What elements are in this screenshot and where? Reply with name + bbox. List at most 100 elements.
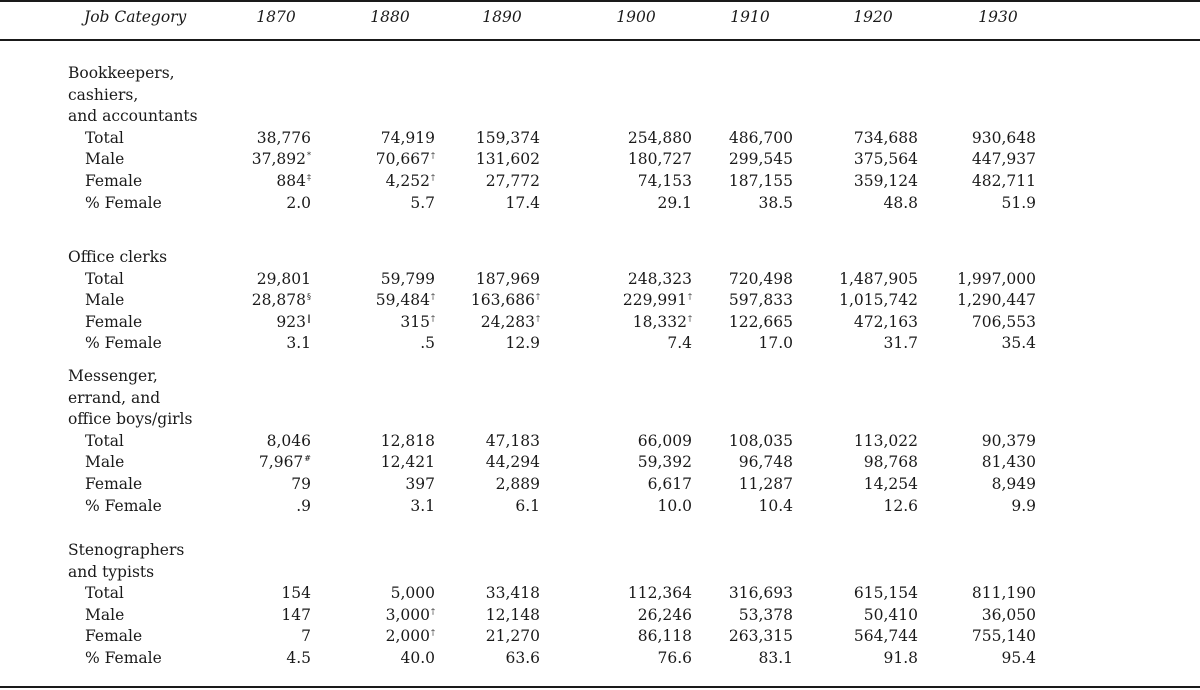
table-cell: 229,991† bbox=[623, 290, 692, 311]
table-cell: 7 bbox=[301, 626, 311, 647]
table-cell: 29.1 bbox=[657, 193, 692, 214]
table-cell: 930,648 bbox=[972, 128, 1036, 149]
footnote-mark: † bbox=[431, 292, 435, 302]
cell-value: 108,035 bbox=[728, 431, 793, 450]
footnote-mark: † bbox=[431, 313, 435, 323]
cell-value: 930,648 bbox=[971, 128, 1036, 147]
table-cell: 51.9 bbox=[1001, 193, 1036, 214]
table-cell: 86,118 bbox=[638, 626, 692, 647]
table-cell: 59,484† bbox=[376, 290, 435, 311]
table-cell: 163,686† bbox=[471, 290, 540, 311]
cell-value: 1,290,447 bbox=[957, 291, 1036, 310]
table-cell: 5,000 bbox=[391, 583, 435, 604]
header-year-1890: 1890 bbox=[482, 8, 522, 26]
table-cell: 597,833 bbox=[729, 290, 793, 311]
row-label: % Female bbox=[85, 496, 162, 515]
table-cell: 35.4 bbox=[1001, 333, 1036, 354]
row-label: Total bbox=[85, 269, 124, 288]
cell-value: 229,991 bbox=[622, 291, 687, 310]
header-year-1900: 1900 bbox=[616, 8, 656, 26]
cell-value: 47,183 bbox=[485, 431, 540, 450]
table-cell: 720,498 bbox=[729, 269, 793, 290]
table-cell: 2,000† bbox=[386, 626, 435, 647]
cell-value: 66,009 bbox=[637, 431, 692, 450]
row-label: Female bbox=[85, 172, 143, 190]
cell-value: 8,949 bbox=[991, 475, 1036, 493]
cell-value: 113,022 bbox=[853, 431, 918, 450]
cell-value: 40.0 bbox=[400, 649, 435, 667]
row-label: Female bbox=[85, 475, 143, 493]
cell-value: 48.8 bbox=[883, 193, 918, 212]
table-cell: 44,294 bbox=[486, 452, 540, 473]
cell-value: 21,270 bbox=[485, 627, 540, 646]
table-cell: 29,801 bbox=[257, 269, 311, 290]
cell-value: 11,287 bbox=[738, 475, 793, 493]
cell-value: 187,969 bbox=[475, 269, 540, 288]
cell-value: 17.4 bbox=[505, 193, 540, 212]
table-cell: 564,744 bbox=[854, 626, 918, 647]
cell-value: 98,768 bbox=[863, 453, 918, 472]
table-cell: 48.8 bbox=[883, 193, 918, 214]
cell-value: 615,154 bbox=[853, 584, 918, 603]
table-cell: 248,323 bbox=[628, 269, 692, 290]
cell-value: 263,315 bbox=[728, 627, 793, 646]
table-cell: 10.4 bbox=[758, 496, 793, 517]
cell-value: 3.1 bbox=[286, 334, 311, 353]
table-cell: 21,270 bbox=[486, 626, 540, 647]
footnote-mark: † bbox=[431, 173, 435, 182]
cell-value: 26,246 bbox=[637, 605, 692, 624]
table-cell: 447,937 bbox=[972, 149, 1036, 170]
footnote-mark: † bbox=[688, 292, 692, 302]
table-cell: 811,190 bbox=[972, 583, 1036, 604]
cell-value: 63.6 bbox=[505, 649, 540, 667]
cell-value: 397 bbox=[405, 475, 435, 493]
table-cell: 615,154 bbox=[854, 583, 918, 604]
cell-value: 33,418 bbox=[485, 584, 540, 603]
cell-value: 154 bbox=[281, 584, 311, 603]
table-cell: 36,050 bbox=[982, 605, 1036, 626]
footnote-mark: † bbox=[536, 313, 540, 323]
cell-value: 59,392 bbox=[637, 453, 692, 472]
cell-value: 24,283 bbox=[480, 312, 535, 331]
table-cell: 17.0 bbox=[758, 333, 793, 354]
cell-value: 3.1 bbox=[410, 496, 435, 515]
cell-value: 35.4 bbox=[1001, 334, 1036, 353]
cell-value: 112,364 bbox=[627, 584, 692, 603]
footnote-mark: * bbox=[307, 151, 311, 161]
cell-value: 38.5 bbox=[758, 193, 793, 212]
section-title-line: and typists bbox=[68, 562, 155, 581]
cell-value: 482,711 bbox=[971, 172, 1036, 190]
table-cell: 755,140 bbox=[972, 626, 1036, 647]
cell-value: 86,118 bbox=[637, 627, 692, 646]
cell-value: 597,833 bbox=[728, 291, 793, 310]
table-cell: 397 bbox=[405, 474, 435, 495]
table-cell: 1,487,905 bbox=[839, 269, 918, 290]
footnote-mark: ‡ bbox=[307, 173, 311, 182]
cell-value: 10.4 bbox=[758, 496, 793, 515]
cell-value: 254,880 bbox=[627, 128, 692, 147]
table-cell: 8,046 bbox=[267, 431, 311, 452]
cell-value: 131,602 bbox=[475, 150, 540, 169]
cell-value: 472,163 bbox=[853, 312, 918, 331]
cell-value: 6.1 bbox=[515, 496, 540, 515]
cell-value: 59,484 bbox=[375, 291, 430, 310]
table-cell: 18,332† bbox=[633, 312, 692, 333]
table-cell: 147 bbox=[281, 605, 311, 626]
cell-value: 12,421 bbox=[380, 453, 435, 472]
cell-value: 50,410 bbox=[863, 605, 918, 624]
cell-value: 8,046 bbox=[266, 431, 311, 450]
cell-value: 51.9 bbox=[1001, 193, 1036, 212]
table-cell: 3.1 bbox=[286, 333, 311, 354]
cell-value: 96,748 bbox=[738, 453, 793, 472]
table-cell: 159,374 bbox=[476, 128, 540, 149]
cell-value: 923 bbox=[276, 312, 306, 331]
footnote-mark: † bbox=[536, 292, 540, 302]
table-cell: 4.5 bbox=[286, 648, 311, 669]
table-cell: 70,667† bbox=[376, 149, 435, 170]
table-cell: .5 bbox=[420, 333, 435, 354]
section-title-line: Messenger, bbox=[68, 367, 158, 385]
table-cell: 40.0 bbox=[400, 648, 435, 669]
row-label: % Female bbox=[85, 193, 162, 212]
cell-value: 74,919 bbox=[380, 128, 435, 147]
table-cell: 14,254 bbox=[864, 474, 918, 495]
